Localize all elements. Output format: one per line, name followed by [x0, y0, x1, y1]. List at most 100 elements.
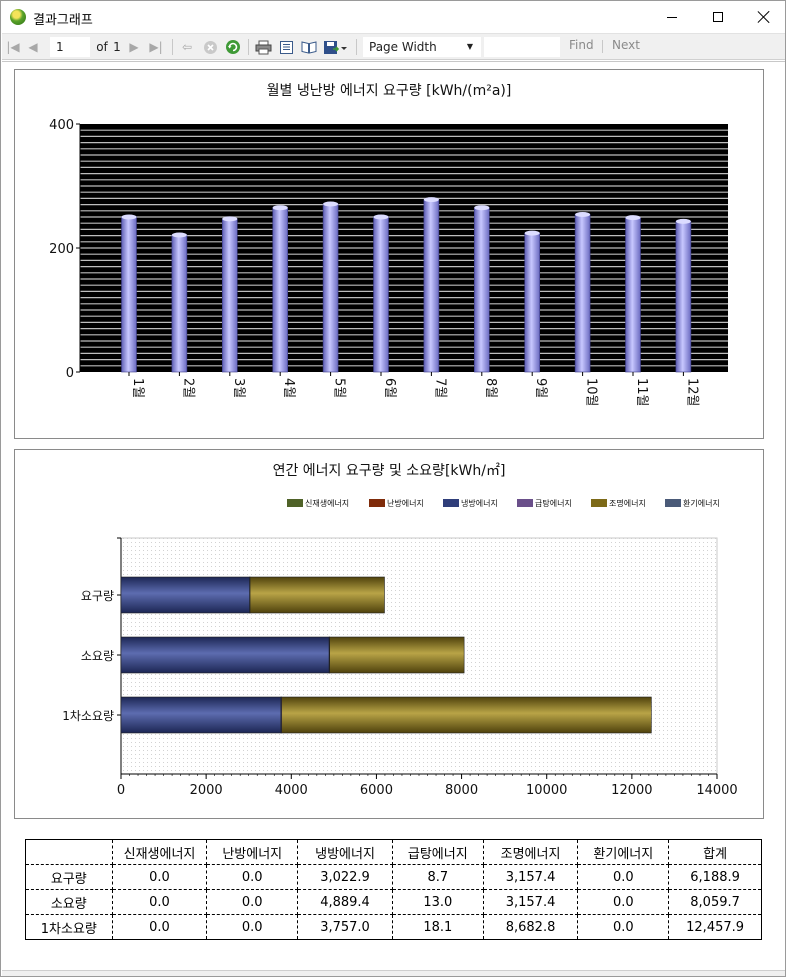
table-cell: 0.0	[111, 889, 208, 915]
previous-page-button[interactable]: ◀	[25, 34, 41, 60]
stacked-bar-segment	[329, 636, 465, 674]
monthly-bar-cap	[675, 218, 691, 224]
x-tick-label: 10월	[584, 378, 599, 407]
y-tick-label: 1차소요량	[62, 709, 114, 723]
table-cell: 8.7	[391, 864, 484, 890]
monthly-bar	[222, 218, 238, 373]
back-button[interactable]: ⇦	[179, 34, 195, 60]
x-tick-label: 2월	[180, 378, 195, 398]
x-tick-label: 9월	[533, 378, 548, 398]
legend-swatch	[517, 499, 533, 507]
refresh-button[interactable]	[224, 34, 242, 60]
previous-page-icon: ◀	[28, 40, 38, 54]
x-tick-label: 4000	[275, 783, 308, 798]
legend-label: 급탕에너지	[535, 498, 572, 508]
app-logo-icon	[10, 9, 26, 25]
print-button[interactable]	[253, 34, 273, 60]
table-header-cell: 합계	[668, 839, 762, 865]
title-bar: 결과그래프	[1, 1, 785, 33]
y-tick-label: 요구량	[81, 589, 114, 603]
table-header-cell: 조명에너지	[482, 839, 579, 865]
chevron-down-icon: ▼	[466, 42, 473, 51]
x-tick-label: 7월	[432, 378, 447, 398]
first-page-icon: |◀	[6, 40, 20, 54]
x-tick-label: 6000	[360, 783, 393, 798]
y-tick-label: 400	[49, 118, 74, 133]
toolbar-separator	[172, 39, 173, 55]
monthly-bar	[574, 214, 591, 373]
monthly-bar	[121, 216, 137, 373]
monthly-bar	[625, 217, 641, 373]
table-cell: 0.0	[577, 889, 670, 915]
table-header-cell	[25, 839, 113, 865]
close-icon	[758, 11, 770, 23]
stop-button[interactable]	[201, 34, 219, 60]
page-setup-button[interactable]	[299, 34, 319, 60]
x-tick-label: 12월	[684, 378, 699, 407]
x-tick-label: 3월	[231, 378, 246, 398]
legend-swatch	[443, 499, 459, 507]
export-icon	[324, 40, 347, 54]
x-tick-label: 8000	[445, 783, 478, 798]
find-link[interactable]: Find	[569, 38, 594, 52]
refresh-icon	[226, 40, 240, 54]
toolbar-separator	[356, 39, 357, 55]
page-number-input[interactable]: 1	[50, 37, 90, 57]
monthly-bar-cap	[222, 216, 238, 222]
legend-label: 신재생에너지	[305, 498, 349, 508]
table-row: 1차소요량 0.0 0.0 3,757.0 18.1 8,682.8 0.0 12,457.9	[25, 914, 762, 940]
monthly-bar-cap	[121, 214, 137, 220]
first-page-button[interactable]: |◀	[5, 34, 21, 60]
table-header-cell: 신재생에너지	[111, 839, 208, 865]
table-cell: 8,682.8	[482, 914, 579, 940]
last-page-button[interactable]: ▶|	[147, 34, 165, 60]
maximize-button[interactable]	[695, 1, 741, 33]
page-of-label: of	[96, 40, 108, 54]
export-button[interactable]	[322, 34, 350, 60]
table-cell: 0.0	[206, 864, 299, 890]
x-tick-label: 1월	[130, 378, 145, 398]
table-header-row: 신재생에너지 난방에너지 냉방에너지 급탕에너지 조명에너지 환기에너지 합계	[25, 839, 762, 865]
table-row-label: 소요량	[25, 889, 113, 915]
find-input[interactable]	[484, 37, 560, 57]
find-next-link[interactable]: Next	[612, 38, 640, 52]
print-layout-button[interactable]	[276, 34, 296, 60]
monthly-bar-cap	[373, 214, 389, 220]
stacked-bar-segment	[120, 636, 330, 674]
result-table: 신재생에너지 난방에너지 냉방에너지 급탕에너지 조명에너지 환기에너지 합계 요구량 0.0 0…	[25, 839, 762, 940]
stop-icon	[203, 40, 217, 54]
next-page-icon: ▶	[129, 40, 139, 54]
monthly-bar	[373, 216, 389, 373]
next-page-button[interactable]: ▶	[127, 34, 141, 60]
y-tick-label: 0	[66, 366, 74, 381]
minimize-button[interactable]	[649, 1, 695, 33]
back-icon: ⇦	[181, 40, 193, 54]
monthly-bar-cap	[272, 205, 288, 211]
table-row: 소요량 0.0 0.0 4,889.4 13.0 3,157.4 0.0 8,059.7	[25, 889, 762, 915]
zoom-select[interactable]: Page Width ▼	[363, 37, 481, 57]
chart-title: 연간 에너지 요구량 및 소요량[kWh/㎡]	[273, 463, 506, 479]
legend-swatch	[287, 499, 303, 507]
x-tick-label: 0	[117, 783, 125, 798]
table-row-label: 1차소요량	[25, 914, 113, 940]
table-cell: 0.0	[206, 889, 299, 915]
monthly-bar-cap	[474, 205, 490, 211]
table-header-cell: 난방에너지	[206, 839, 299, 865]
table-header-cell: 환기에너지	[577, 839, 670, 865]
table-cell: 8,059.7	[668, 889, 762, 915]
monthly-bar-cap	[171, 232, 187, 238]
table-cell: 0.0	[577, 864, 670, 890]
legend-swatch	[665, 499, 681, 507]
legend-label: 냉방에너지	[461, 498, 498, 508]
monthly-demand-chart: 월별 냉난방 에너지 요구량 [kWh/(m²a)] 0 200 400 1월 2월 3월 4…	[49, 83, 728, 407]
table-cell: 3,757.0	[297, 914, 393, 940]
legend-label: 환기에너지	[683, 498, 720, 508]
legend-swatch	[591, 499, 607, 507]
close-button[interactable]	[741, 1, 785, 33]
table-cell: 12,457.9	[668, 914, 762, 940]
monthly-bar	[423, 199, 440, 373]
monthly-bar	[272, 207, 289, 373]
last-page-icon: ▶|	[149, 40, 163, 54]
chart-title: 월별 냉난방 에너지 요구량 [kWh/(m²a)]	[267, 83, 512, 99]
monthly-bar-cap	[524, 230, 540, 236]
